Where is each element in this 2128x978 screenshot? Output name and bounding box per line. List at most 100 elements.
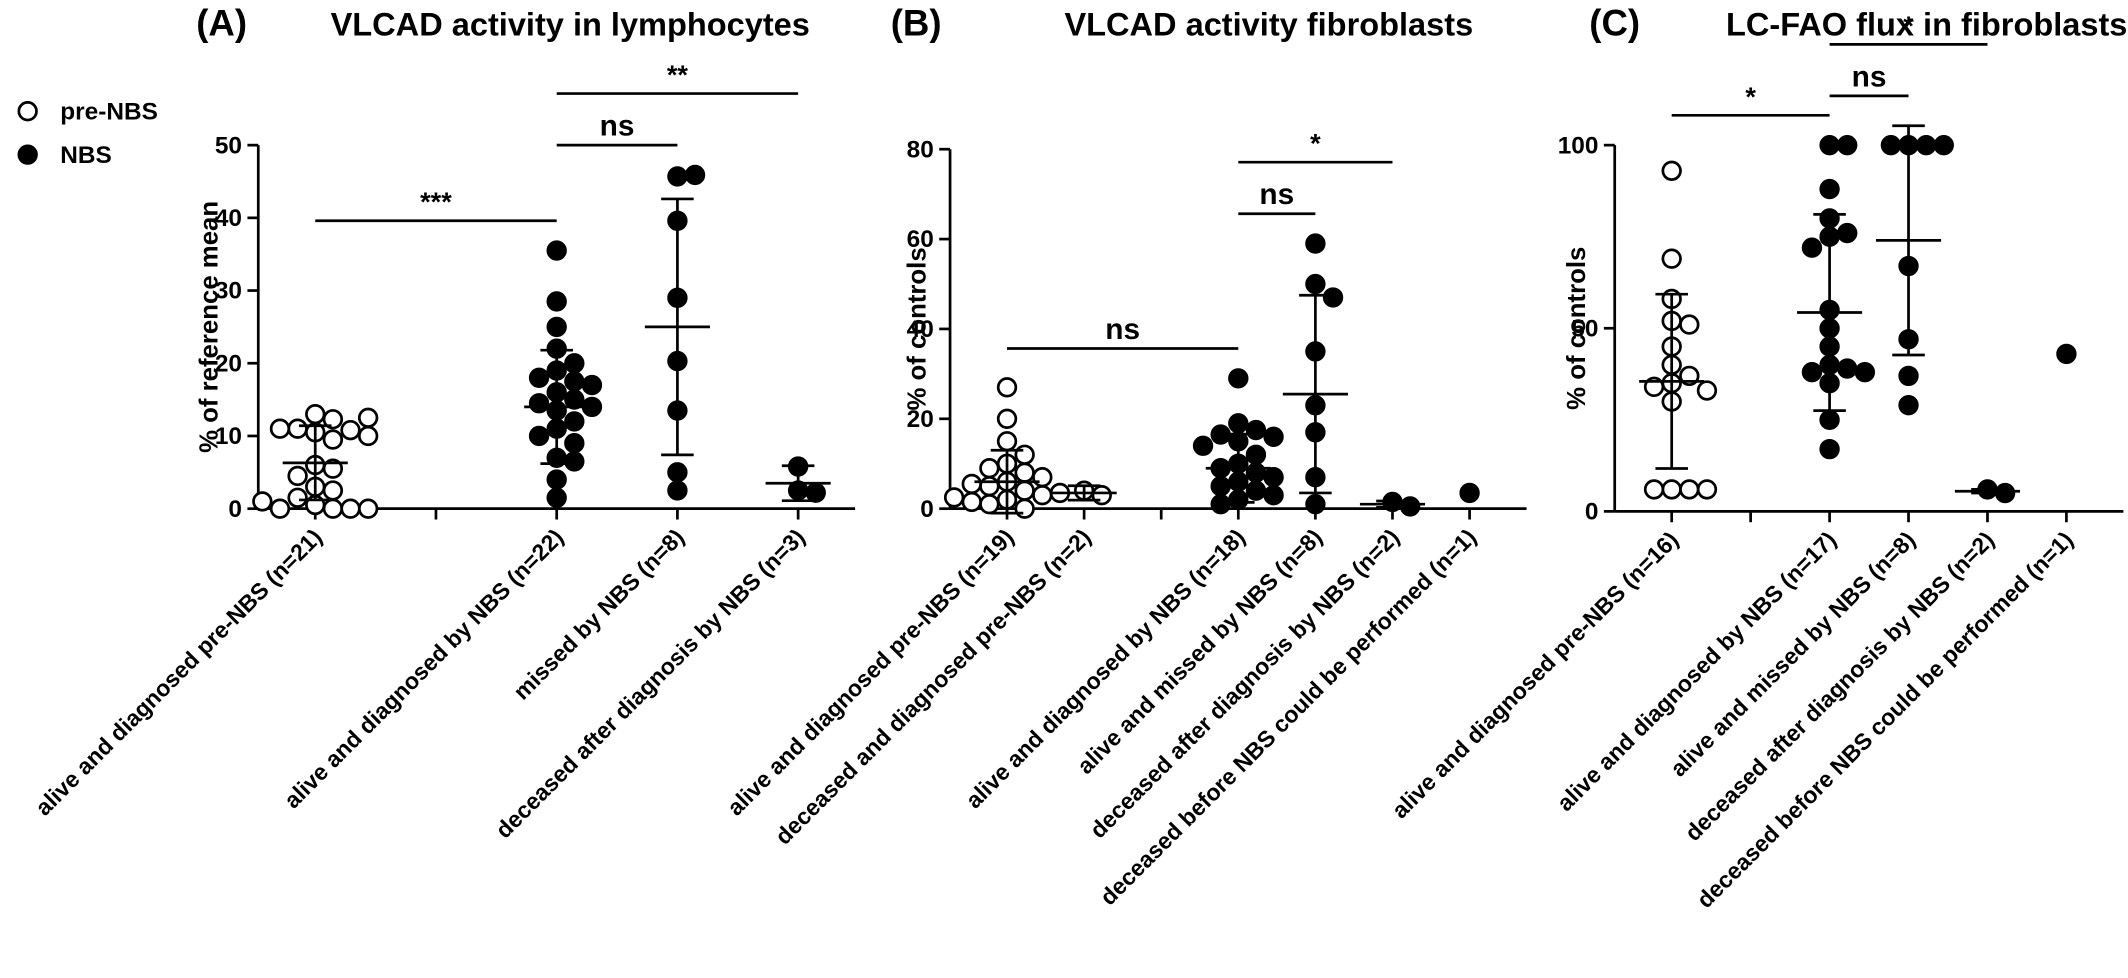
data-point [1032, 485, 1053, 506]
significance-label: ** [667, 59, 689, 90]
data-point [1819, 438, 1840, 460]
sd-bar [1892, 124, 1925, 357]
sd-bar [990, 448, 1024, 515]
x-tick-label: alive and diagnosed by NBS (n=17) [1552, 526, 1842, 816]
data-point [322, 498, 344, 519]
data-point [269, 498, 291, 519]
y-axis-label: % of controls [904, 247, 932, 410]
data-point [564, 389, 585, 410]
data-point [528, 425, 550, 447]
data-point [1837, 358, 1858, 379]
data-point [1210, 476, 1231, 497]
data-point [1880, 134, 1902, 156]
data-point [528, 393, 550, 414]
data-point [340, 419, 361, 441]
data-point [1245, 419, 1267, 441]
data-point [996, 377, 1018, 398]
data-point [269, 418, 291, 439]
data-point [667, 480, 688, 501]
data-point [1819, 178, 1840, 200]
y-tick-label: 10 [215, 423, 242, 450]
data-point [667, 462, 688, 483]
data-point [1245, 480, 1267, 501]
y-tick-label: 0 [920, 496, 934, 523]
data-point [1032, 467, 1053, 488]
data-point [961, 491, 982, 513]
data-point [564, 433, 585, 454]
data-point [1210, 494, 1231, 515]
data-point [1014, 444, 1035, 465]
data-point [979, 494, 1000, 515]
y-tick-label: 100 [1558, 132, 1599, 159]
data-point [1837, 134, 1858, 156]
y-tick-label: 30 [215, 278, 242, 305]
y-tick-label: 20 [907, 406, 934, 433]
data-point [2056, 343, 2077, 365]
data-point [1898, 365, 1919, 387]
data-point [305, 403, 326, 425]
data-point [564, 451, 585, 472]
sd-bar [1299, 293, 1332, 495]
data-point [546, 469, 567, 490]
data-point [546, 487, 567, 508]
data-point [1322, 287, 1344, 308]
data-point [546, 291, 567, 312]
sd-bar [298, 424, 332, 502]
data-point [564, 353, 585, 374]
data-point [943, 487, 965, 508]
data-point [1263, 426, 1284, 447]
data-point [1679, 479, 1700, 500]
significance-label: ns [1259, 178, 1294, 211]
data-point [357, 425, 379, 447]
data-point [287, 487, 308, 508]
sd-bar [540, 348, 573, 465]
data-point [1228, 368, 1249, 389]
data-point [528, 367, 550, 388]
data-point [287, 418, 308, 439]
chart-title: VLCAD activity in lymphocytes [331, 6, 810, 42]
data-point [1696, 380, 1718, 401]
data-point [1819, 134, 1840, 156]
data-point [1661, 479, 1682, 500]
panel-label: (B) [891, 2, 942, 43]
x-tick-label: alive and diagnosed by NBS (n=18) [960, 524, 1250, 814]
data-point [667, 166, 688, 187]
data-point [1014, 498, 1035, 519]
y-axis-label: % of controls [1563, 247, 1591, 410]
data-point [1915, 134, 1937, 156]
data-point [564, 411, 585, 432]
y-axis-label: % of reference mean [196, 201, 224, 453]
data-point [287, 465, 308, 487]
data-point [1305, 273, 1326, 295]
x-tick-label: alive and diagnosed pre-NBS (n=21) [30, 524, 327, 821]
data-point [581, 374, 603, 396]
legend-label: pre-NBS [60, 98, 158, 125]
significance-label: *** [420, 186, 452, 217]
sd-bar [1971, 488, 2004, 495]
data-point [322, 429, 344, 450]
data-point [1014, 480, 1035, 501]
x-tick-label: deceased after diagnosis by NBS (n=2) [1680, 526, 2000, 846]
data-point [1263, 467, 1284, 488]
sd-bar [661, 197, 694, 457]
y-tick-label: 20 [215, 350, 242, 377]
sd-bar [1813, 213, 1846, 413]
significance-label: ns [600, 110, 635, 143]
data-point [1801, 362, 1823, 383]
legend-label: NBS [60, 142, 112, 169]
data-point [1245, 444, 1267, 465]
data-point [322, 458, 344, 479]
significance-label: * [1903, 10, 1914, 41]
panel-label: (A) [196, 2, 247, 43]
data-point [979, 476, 1000, 497]
data-point [252, 491, 273, 512]
data-point [357, 407, 379, 428]
data-point [1661, 160, 1682, 181]
significance-label: * [1310, 128, 1321, 159]
data-point [1192, 435, 1214, 456]
data-point [1837, 222, 1858, 244]
sd-bar [1067, 484, 1101, 502]
data-point [1661, 248, 1682, 269]
data-point [1263, 485, 1284, 506]
